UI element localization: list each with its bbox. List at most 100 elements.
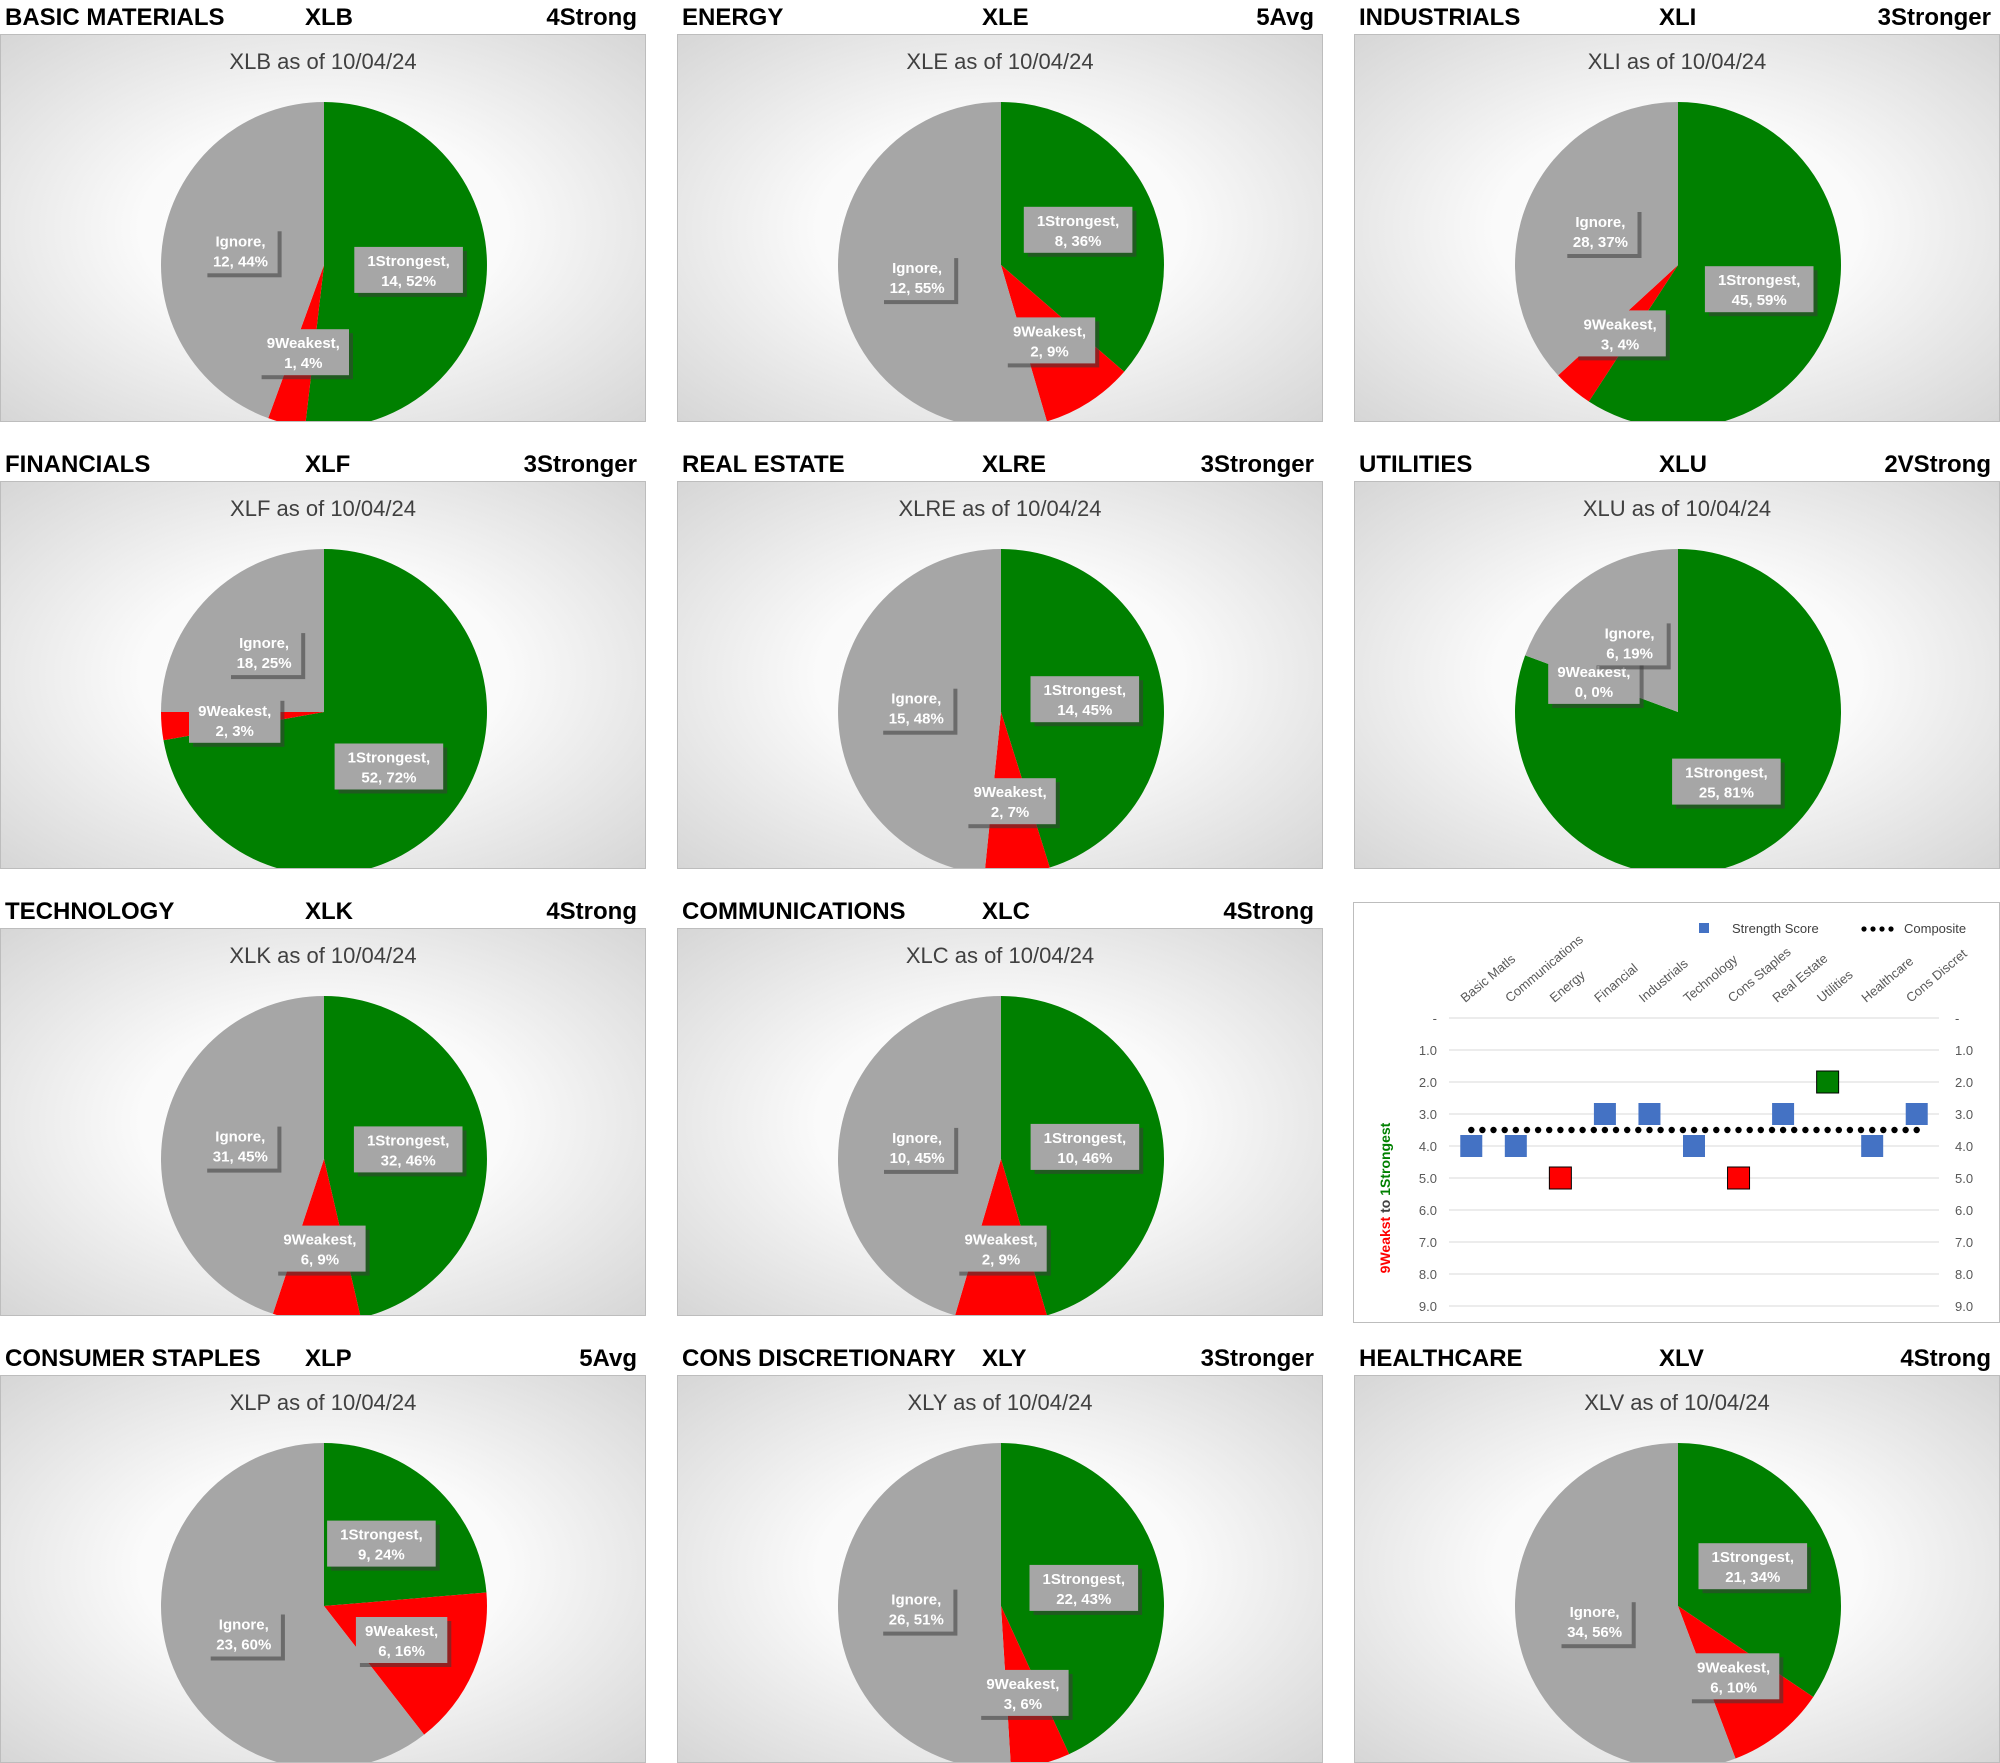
pie-chart: 1Strongest, 14, 52% 9Weakest, 1, 4% Ignore, 1… [160, 102, 487, 421]
pie-label-name: 1Strongest, [1037, 213, 1120, 230]
pie-label-name: Ignore, [891, 691, 941, 708]
pie-label-weak: 9Weakest, 6, 16% [355, 1617, 452, 1667]
pie-label-strong: 1Strongest, 52, 72% [334, 743, 448, 794]
pie-label-value: 12, 44% [213, 253, 268, 270]
sector-header: FINANCIALS XLF 3Stronger [5, 447, 637, 481]
pie-label-weak: 9Weakest, 2, 9% [1003, 317, 1100, 368]
pie-label-name: 1Strongest, [1718, 272, 1801, 289]
composite-point [1668, 1126, 1675, 1134]
pie-label-box [1030, 676, 1140, 723]
pie-label-ignore: Ignore, 12, 55% [880, 254, 959, 305]
pie-label-weak: 9Weakest, 3, 6% [977, 1669, 1073, 1720]
composite-point [1635, 1126, 1642, 1134]
pie-label-box [189, 696, 281, 743]
pie-label-strong: 1Strongest, 8, 36% [1023, 206, 1137, 257]
pie-label-strong: 1Strongest, 22, 43% [1029, 1564, 1143, 1615]
strength-rating: 5Avg [1256, 4, 1314, 31]
strength-score-point [1460, 1135, 1483, 1157]
y-tick-left: 3.0 [1419, 1107, 1437, 1122]
y-tick-left: 7.0 [1419, 1235, 1437, 1250]
pie-label-value: 3, 4% [1601, 336, 1639, 353]
pie-label-value: 14, 45% [1057, 702, 1112, 719]
composite-point [1701, 1126, 1709, 1134]
pie-label-value: 23, 60% [216, 1637, 271, 1654]
pie-label-value: 26, 51% [889, 1612, 944, 1629]
composite-point [1690, 1126, 1698, 1134]
etf-symbol: XLB [305, 4, 353, 31]
sector-header: TECHNOLOGY XLK 4Strong [5, 894, 637, 928]
pie-label-box [1704, 266, 1814, 313]
pie-title: XLB as of 10/04/24 [229, 49, 417, 74]
strength-rating: 3Stronger [1200, 1345, 1314, 1372]
sector-header: CONS DISCRETIONARY XLY 3Stronger [682, 1341, 1314, 1375]
pie-panel: XLU as of 10/04/24 1Strongest, 25, 81% 9Wea… [1354, 481, 2000, 869]
composite-point [1768, 1126, 1776, 1134]
strength-rating: 4Strong [546, 4, 637, 31]
legend-composite-marker [1888, 926, 1894, 932]
pie-label-value: 8, 36% [1055, 233, 1102, 250]
composite-point [1757, 1126, 1764, 1134]
x-category-label: Financial [1591, 960, 1641, 1005]
pie-label-name: Ignore, [891, 1592, 941, 1609]
x-category-label: Cons Discret [1903, 946, 1970, 1006]
strength-rating: 3Stronger [1200, 451, 1314, 478]
y-tick-left: - [1433, 1011, 1437, 1026]
etf-symbol: XLP [305, 1345, 352, 1372]
pie-label-name: 9Weakest, [267, 335, 340, 352]
pie-label-name: 9Weakest, [1584, 316, 1657, 333]
pie-label-box [1698, 1543, 1808, 1590]
pie-label-name: 9Weakest, [974, 784, 1047, 801]
sector-name: BASIC MATERIALS [5, 4, 225, 31]
pie-label-ignore: Ignore, 18, 25% [227, 629, 306, 680]
composite-point [1813, 1126, 1820, 1134]
strength-rating: 3Stronger [1877, 4, 1991, 31]
pie-label-name: 9Weakest, [365, 1623, 438, 1640]
etf-symbol: XLK [305, 898, 353, 925]
composite-point [1791, 1126, 1798, 1134]
pie-label-value: 52, 72% [361, 770, 416, 787]
composite-point [1835, 1126, 1842, 1134]
pie-label-box [880, 254, 955, 301]
pie-chart: 1Strongest, 21, 34% 9Weakest, 6, 10% Ignore,… [1515, 1443, 1841, 1762]
sector-header: CONSUMER STAPLES XLP 5Avg [5, 1341, 637, 1375]
etf-symbol: XLF [305, 451, 351, 478]
y-tick-right: - [1955, 1011, 1959, 1026]
composite-point [1869, 1126, 1876, 1134]
composite-point [1846, 1126, 1854, 1134]
etf-symbol: XLY [982, 1345, 1027, 1372]
pie-label-strong: 1Strongest, 21, 34% [1698, 1543, 1812, 1594]
pie-label-strong: 1Strongest, 25, 81% [1672, 758, 1785, 809]
composite-point [1490, 1126, 1497, 1134]
pie-label-value: 31, 45% [213, 1149, 268, 1166]
pie-label-value: 18, 25% [237, 655, 292, 672]
y-tick-left: 9.0 [1419, 1299, 1437, 1314]
composite-point [1779, 1126, 1787, 1134]
pie-title: XLK as of 10/04/24 [229, 943, 417, 968]
pie-label-weak: 9Weakest, 2, 9% [955, 1225, 1051, 1276]
composite-point [1501, 1126, 1508, 1134]
pie-label-value: 22, 43% [1056, 1591, 1111, 1608]
pie-label-value: 3, 6% [1004, 1696, 1042, 1713]
composite-point [1724, 1126, 1731, 1134]
pie-label-name: Ignore, [892, 1130, 942, 1147]
composite-point [1735, 1126, 1742, 1134]
composite-point [1913, 1126, 1920, 1134]
legend-composite-marker [1870, 926, 1876, 932]
pie-label-box [1003, 317, 1096, 364]
pie-label-box [1030, 1123, 1140, 1170]
etf-symbol: XLU [1659, 451, 1707, 478]
x-category-label: Utilities [1814, 967, 1856, 1006]
pie-label-value: 15, 48% [889, 711, 944, 728]
pie-label-name: 9Weakest, [283, 1232, 356, 1249]
pie-title: XLV as of 10/04/24 [1584, 1390, 1770, 1415]
pie-label-weak: 9Weakest, 6, 10% [1687, 1653, 1784, 1704]
pie-chart: 1Strongest, 32, 46% 9Weakest, 6, 9% Ignore, 3… [160, 996, 487, 1315]
composite-point [1568, 1126, 1575, 1134]
pie-title: XLF as of 10/04/24 [230, 496, 416, 521]
strength-score-point [1861, 1135, 1884, 1157]
pie-label-name: 9Weakest, [1697, 1659, 1770, 1676]
pie-label-name: 9Weakest, [198, 703, 271, 720]
pie-chart: 1Strongest, 22, 43% 9Weakest, 3, 6% Ignore, 2… [838, 1443, 1165, 1762]
pie-label-box [1557, 1598, 1632, 1645]
composite-point [1646, 1126, 1653, 1134]
